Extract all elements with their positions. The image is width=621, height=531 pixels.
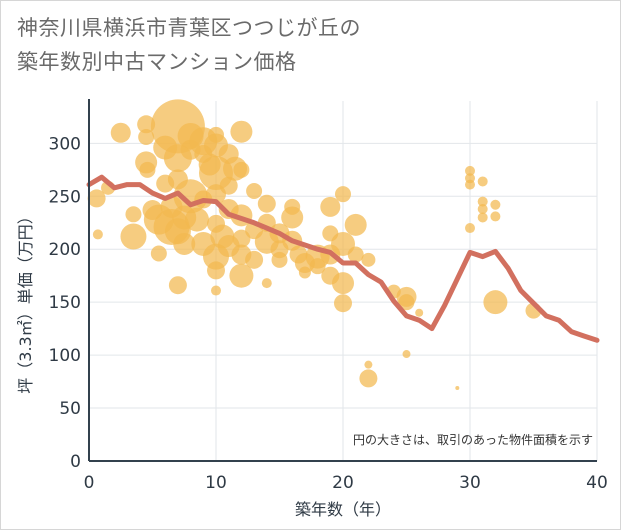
bubble-point-87 xyxy=(402,350,411,359)
average-price-line xyxy=(86,174,600,343)
bubble-point-40 xyxy=(211,285,221,296)
bubble-point-68 xyxy=(298,266,311,279)
bubble-point-59 xyxy=(261,278,272,289)
bubble-point-90 xyxy=(465,165,475,176)
bubble-point-95 xyxy=(477,196,488,207)
bubble-point-5 xyxy=(125,206,142,223)
bubble-point-48 xyxy=(233,161,250,178)
bubble-point-93 xyxy=(465,223,475,234)
chart-title-line-1: 神奈川県横浜市青葉区つつじが丘の xyxy=(17,16,361,40)
y-tick-label-200: 200 xyxy=(49,240,81,260)
bubble-point-3 xyxy=(110,122,131,143)
bubble-point-94 xyxy=(477,176,488,187)
tick-labels: 0 50 100 150 200 250 300 0 10 20 30 40 xyxy=(49,134,608,493)
bubble-point-75 xyxy=(335,186,351,203)
bubble-point-64 xyxy=(281,206,304,229)
x-tick-label-0: 0 xyxy=(84,473,95,493)
bubble-point-12 xyxy=(150,245,167,262)
bubble-point-83 xyxy=(359,369,378,388)
y-axis-label: 坪（3.3㎡）単価（万円） xyxy=(16,208,35,393)
bubble-point-97 xyxy=(477,212,488,223)
bubble-point-7 xyxy=(138,129,155,145)
bubble-point-76 xyxy=(331,231,355,256)
y-tick-label-0: 0 xyxy=(70,452,81,472)
trend-line-layer xyxy=(86,174,600,343)
bubble-point-56 xyxy=(257,194,276,213)
bubble-size-note: 円の大きさは、取引のあった物件面積を示す xyxy=(353,432,593,447)
bubble-point-53 xyxy=(246,183,263,199)
chart-title-line-2: 築年数別中古マンション価格 xyxy=(17,50,297,74)
y-tick-label-50: 50 xyxy=(59,399,81,419)
y-tick-label-150: 150 xyxy=(49,293,81,313)
bubble-point-0 xyxy=(87,189,106,208)
bubble-point-47 xyxy=(230,120,253,143)
bubble-point-52 xyxy=(229,263,254,288)
bubble-point-96 xyxy=(477,204,488,214)
axes xyxy=(88,99,597,462)
bubble-point-70 xyxy=(309,258,326,275)
bubble-point-4 xyxy=(120,223,147,250)
x-tick-label-40: 40 xyxy=(586,473,608,493)
y-tick-label-100: 100 xyxy=(49,346,81,366)
x-tick-label-30: 30 xyxy=(459,473,481,493)
bubble-point-55 xyxy=(245,250,264,269)
bubble-point-21 xyxy=(168,276,187,295)
bubble-point-99 xyxy=(490,211,501,222)
x-axis-label: 築年数（年） xyxy=(295,500,391,519)
bubble-point-88 xyxy=(415,308,424,317)
bubble-point-81 xyxy=(361,252,376,267)
bubble-point-9 xyxy=(139,161,156,178)
chart-title: 神奈川県横浜市青葉区つつじが丘の 築年数別中古マンション価格 xyxy=(17,11,437,79)
bubble-point-98 xyxy=(490,199,501,210)
y-tick-label-250: 250 xyxy=(49,187,81,207)
bubble-point-27 xyxy=(184,207,209,232)
bubble-point-71 xyxy=(320,196,341,217)
bubble-point-77 xyxy=(332,272,354,295)
bubble-point-6 xyxy=(137,115,156,134)
bubble-point-50 xyxy=(232,229,251,248)
bubble-point-86 xyxy=(398,294,415,311)
x-tick-label-10: 10 xyxy=(205,473,227,493)
bubble-point-23 xyxy=(173,232,196,255)
y-tick-label-300: 300 xyxy=(49,134,81,154)
bubble-point-1 xyxy=(92,229,103,240)
bubble-point-100 xyxy=(483,290,508,315)
bubble-point-89 xyxy=(455,385,460,390)
bubble-point-78 xyxy=(334,294,352,313)
bubble-point-39 xyxy=(207,261,225,280)
bubble-point-43 xyxy=(219,176,238,195)
bubble-point-79 xyxy=(344,213,367,236)
bubble-point-62 xyxy=(271,251,288,268)
bubble-point-80 xyxy=(347,246,364,263)
x-tick-label-20: 20 xyxy=(332,473,354,493)
bubble-point-92 xyxy=(465,179,475,190)
bubble-point-82 xyxy=(364,360,373,369)
